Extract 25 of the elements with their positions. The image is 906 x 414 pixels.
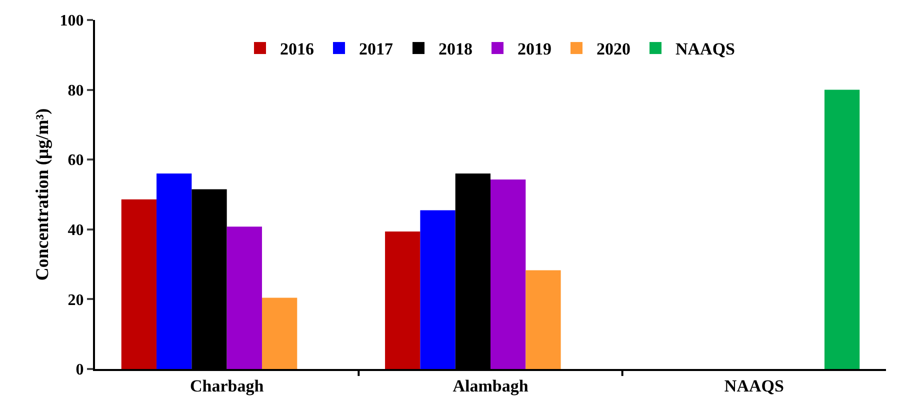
legend-label: 2017 — [359, 40, 394, 59]
bar — [824, 90, 860, 369]
legend-label: 2018 — [438, 40, 472, 59]
y-tick-label: 0 — [76, 362, 84, 379]
bar — [226, 226, 262, 369]
legend-label: 2019 — [518, 40, 552, 59]
y-tick-label: 80 — [68, 82, 84, 100]
y-tick-label: 20 — [68, 292, 84, 309]
legend-label: 2020 — [596, 40, 630, 59]
x-tick-label: Alambagh — [452, 376, 529, 396]
bar — [490, 179, 526, 369]
y-tick-label: 100 — [60, 12, 84, 30]
bar — [420, 210, 456, 369]
x-tick-label: NAAQS — [724, 376, 784, 396]
bar — [156, 174, 192, 369]
y-tick-label: 40 — [68, 222, 84, 239]
bar — [121, 199, 157, 369]
legend-label: 2016 — [280, 40, 314, 59]
bar — [526, 270, 561, 369]
bar — [262, 298, 298, 369]
y-axis-title: Concentration (µg/m³) — [32, 108, 52, 281]
y-tick-label: 60 — [68, 152, 84, 170]
legend-label: NAAQS — [676, 40, 736, 59]
bar — [385, 231, 420, 369]
x-tick-label: Charbagh — [190, 376, 264, 396]
